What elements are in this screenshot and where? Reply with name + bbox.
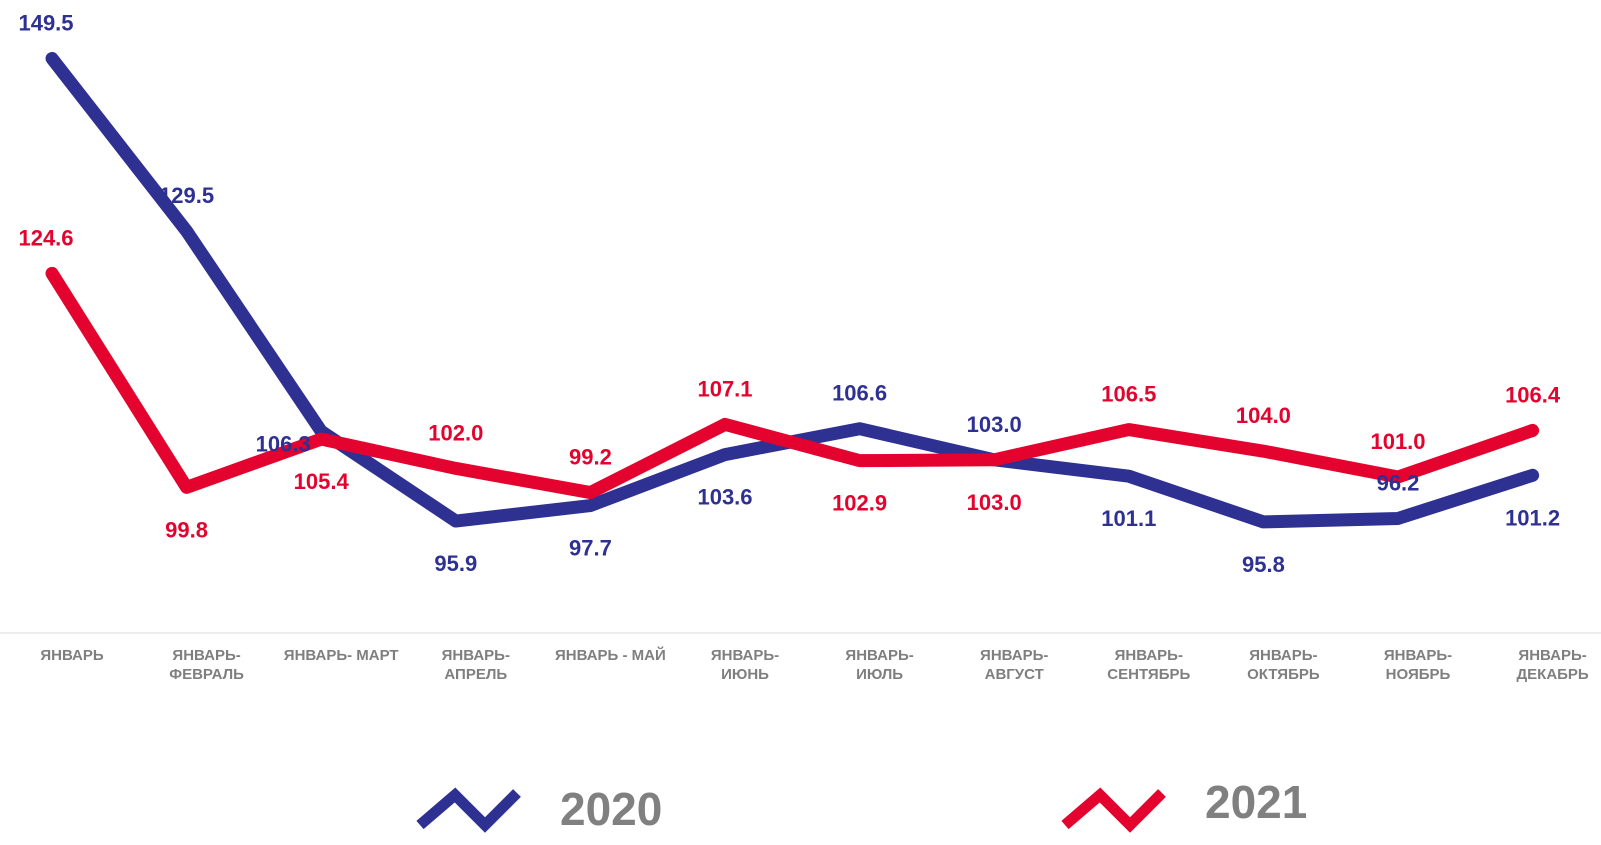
x-tick-label: ЯНВАРЬ-ОКТЯБРЬ	[1247, 647, 1320, 683]
data-label-2020: 96.2	[1377, 470, 1420, 495]
data-label-2021: 124.6	[18, 225, 73, 250]
data-label-2020: 97.7	[569, 536, 612, 561]
data-label-2021: 104.0	[1236, 403, 1291, 428]
x-tick-label: ЯНВАРЬ-ИЮНЬ	[711, 647, 779, 683]
data-label-2021: 107.1	[697, 376, 752, 401]
data-label-2020: 95.9	[434, 551, 477, 576]
data-label-2021: 99.8	[165, 517, 208, 542]
data-label-2020: 129.5	[159, 183, 214, 208]
legend-label-2020: 2020	[560, 783, 662, 835]
data-label-2020: 101.1	[1101, 506, 1156, 531]
data-label-2020: 106.6	[832, 381, 887, 406]
x-tick-label: ЯНВАРЬ- МАРТ	[284, 647, 399, 664]
x-tick-label: ЯНВАРЬ-ФЕВРАЛЬ	[169, 647, 244, 683]
data-label-2020: 95.8	[1242, 552, 1285, 577]
data-label-2021: 106.5	[1101, 382, 1156, 407]
data-label-2021: 106.4	[1505, 382, 1561, 407]
x-tick-label: ЯНВАРЬ	[40, 647, 104, 664]
x-tick-label: ЯНВАРЬ-ДЕКАБРЬ	[1516, 647, 1588, 683]
series-line-2021	[45, 266, 1540, 500]
data-label-2021: 105.4	[294, 469, 350, 494]
series-lines	[45, 51, 1540, 529]
x-tick-label: ЯНВАРЬ - МАЙ	[555, 646, 666, 664]
data-label-2021: 101.0	[1370, 429, 1425, 454]
legend-label-2021: 2021	[1205, 776, 1307, 828]
data-labels: 149.5 129.5 106.3 95.9 97.7 103.6 106.6 103.0 10…	[18, 10, 1560, 576]
legend-swatch-2021	[1061, 787, 1166, 833]
data-label-2021: 102.0	[428, 420, 483, 445]
data-label-2020: 103.0	[967, 412, 1022, 437]
x-tick-label: ЯНВАРЬ-АПРЕЛЬ	[442, 647, 510, 683]
x-tick-label: ЯНВАРЬ-АВГУСТ	[980, 647, 1048, 683]
data-label-2020: 149.5	[18, 10, 73, 35]
legend-swatch-2020	[416, 787, 521, 833]
data-label-2021: 102.9	[832, 491, 887, 516]
data-label-2020: 103.6	[697, 485, 752, 510]
data-label-2021: 99.2	[569, 445, 612, 470]
legend: 2020 2021	[416, 776, 1307, 835]
x-tick-label: ЯНВАРЬ-НОЯБРЬ	[1384, 647, 1452, 683]
data-label-2020: 101.2	[1505, 505, 1560, 530]
category-axis: ЯНВАРЬ ЯНВАРЬ-ФЕВРАЛЬ ЯНВАРЬ- МАРТ ЯНВАРЬ-А…	[40, 646, 1589, 683]
data-label-2020: 106.3	[256, 431, 311, 456]
x-tick-label: ЯНВАРЬ-СЕНТЯБРЬ	[1107, 647, 1190, 683]
x-tick-label: ЯНВАРЬ-ИЮЛЬ	[845, 647, 913, 683]
data-label-2021: 103.0	[967, 490, 1022, 515]
